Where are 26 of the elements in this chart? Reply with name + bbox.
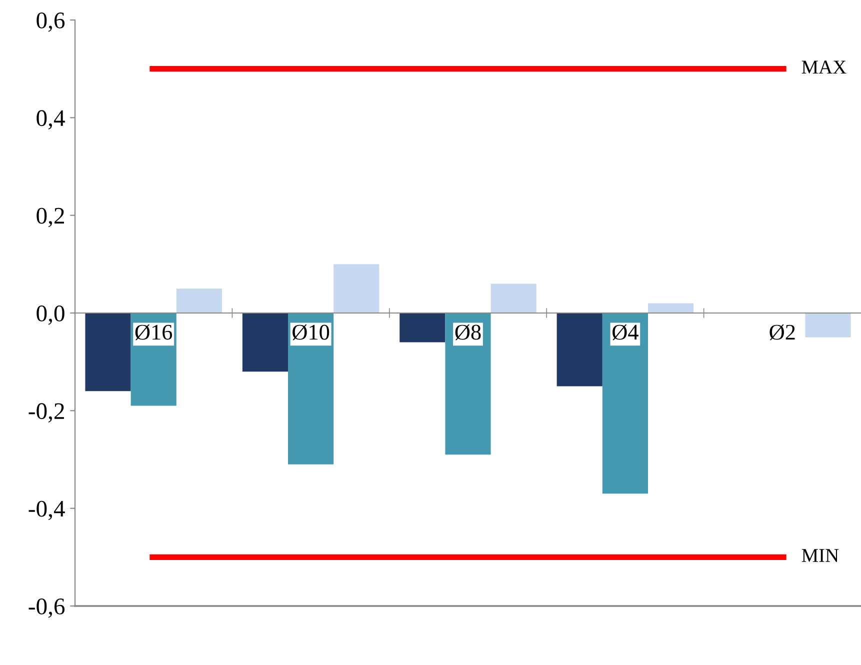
y-tick-label: 0,0 — [36, 305, 64, 325]
bar — [400, 313, 446, 342]
x-tick-label: Ø8 — [455, 324, 481, 340]
bar — [648, 303, 694, 313]
y-tick-label: -0,4 — [28, 500, 65, 520]
ref-line-label: MIN — [802, 549, 839, 562]
bar — [490, 284, 536, 313]
bar — [176, 288, 222, 313]
bar — [805, 313, 851, 338]
bar — [242, 313, 288, 372]
y-tick-label: -0,2 — [28, 403, 64, 422]
y-tick-label: 0,4 — [36, 110, 65, 130]
y-tick-label: -0,6 — [28, 598, 65, 618]
bar — [85, 313, 131, 392]
bar — [334, 264, 380, 313]
x-tick-label: Ø10 — [292, 324, 330, 340]
ref-line-label: MAX — [802, 60, 846, 74]
bar — [288, 313, 334, 464]
bar — [445, 313, 491, 455]
x-tick-label: Ø4 — [612, 324, 638, 340]
x-tick-label: Ø16 — [135, 324, 172, 340]
y-tick-label: 0,6 — [36, 12, 65, 32]
x-tick-label: Ø2 — [770, 324, 795, 340]
y-tick-label: 0,2 — [36, 208, 64, 228]
bar — [556, 313, 602, 386]
bar — [602, 313, 648, 494]
